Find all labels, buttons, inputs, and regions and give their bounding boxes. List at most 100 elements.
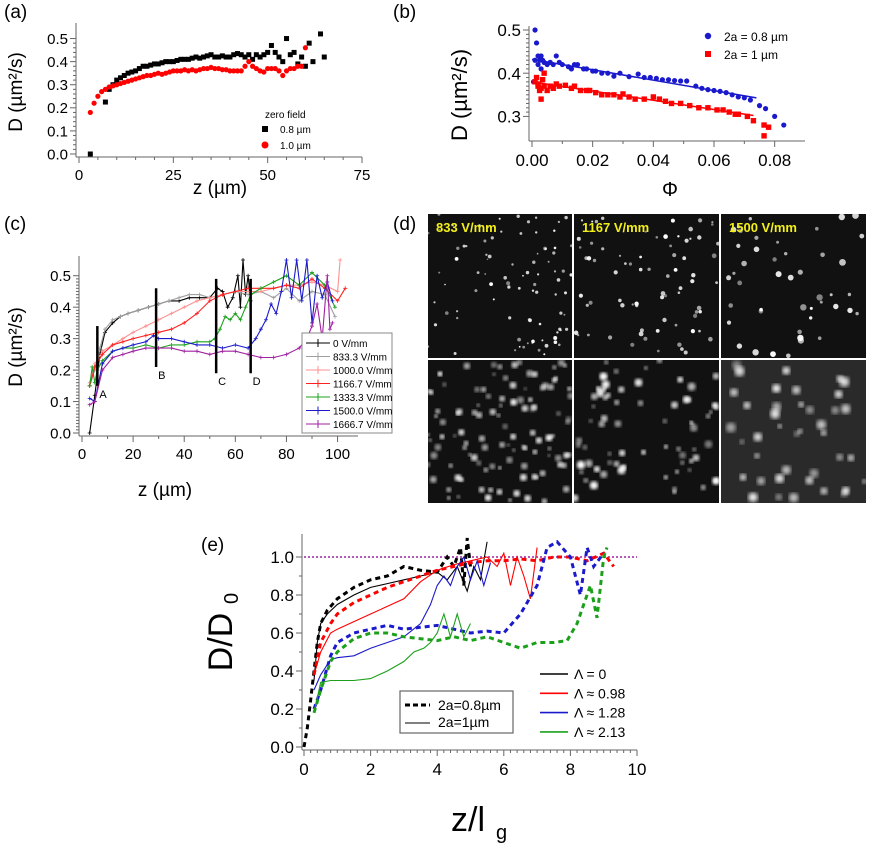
data-point-0.8um xyxy=(280,59,286,65)
particle xyxy=(607,460,613,466)
particle xyxy=(521,444,526,450)
data-point-0.8um xyxy=(735,94,741,100)
particle xyxy=(558,343,561,347)
data-point-0.8um xyxy=(163,59,169,65)
particle xyxy=(805,476,814,485)
particle xyxy=(489,282,493,286)
particle xyxy=(600,470,608,478)
series-marker xyxy=(264,317,268,322)
y-tick-label: 0.2 xyxy=(47,100,68,117)
series-marker xyxy=(320,295,325,300)
y-tick-label: 0.0 xyxy=(47,146,68,163)
particle xyxy=(711,221,714,224)
particle xyxy=(558,327,562,331)
particle xyxy=(553,336,558,340)
series-marker xyxy=(146,305,151,310)
data-point-1um xyxy=(617,94,623,100)
data-point-1um xyxy=(720,107,726,113)
x-tick-label: 100 xyxy=(325,446,350,463)
series-line-solid xyxy=(313,555,492,691)
particle xyxy=(679,451,687,459)
series-marker xyxy=(87,396,92,401)
particle xyxy=(553,340,558,344)
data-point-0.8um xyxy=(118,75,124,81)
particle xyxy=(829,293,833,297)
y-tick-label: 0.4 xyxy=(497,64,521,83)
particle xyxy=(490,236,494,240)
y-tick-label: 0.1 xyxy=(47,123,68,140)
series-marker xyxy=(310,270,314,275)
particle xyxy=(576,236,581,241)
x-axis-label: Φ xyxy=(662,179,678,201)
particle xyxy=(840,404,851,414)
data-point-0.8um xyxy=(550,61,556,68)
series-marker xyxy=(195,311,199,316)
particle xyxy=(839,376,850,387)
series-marker xyxy=(297,346,302,351)
data-point-1.0um xyxy=(99,89,105,95)
particle xyxy=(556,411,561,416)
particle xyxy=(474,289,478,293)
series-marker xyxy=(233,311,238,316)
particle xyxy=(563,313,566,316)
particle xyxy=(797,334,804,342)
x-tick-label: 20 xyxy=(125,446,142,463)
particle xyxy=(514,349,517,352)
particle xyxy=(708,336,713,342)
data-point-0.8um xyxy=(170,59,176,65)
particle xyxy=(529,429,536,436)
legend-label: 1666.7 V/mm xyxy=(333,420,392,431)
particle xyxy=(513,490,520,497)
particle xyxy=(454,474,462,482)
particle xyxy=(743,401,751,409)
particle xyxy=(805,405,814,414)
particle xyxy=(697,235,702,240)
particle xyxy=(428,345,430,348)
particle xyxy=(698,218,703,223)
particle xyxy=(532,449,538,455)
particle xyxy=(569,273,572,277)
particle xyxy=(535,231,538,234)
particle xyxy=(601,247,605,251)
legend-title: zero field xyxy=(265,110,306,121)
series-marker xyxy=(289,295,294,300)
particle xyxy=(462,445,467,450)
data-point-0.8um xyxy=(197,55,203,61)
data-point-1um xyxy=(735,111,741,117)
particle xyxy=(547,453,551,458)
particle xyxy=(570,244,572,248)
series-marker xyxy=(118,314,123,319)
legend-label: Λ ≈ 2.13 xyxy=(574,724,626,740)
particle xyxy=(732,360,742,370)
series-marker xyxy=(143,324,148,329)
series-marker xyxy=(218,327,222,332)
micrograph-1167-bottom xyxy=(574,360,719,503)
series-marker xyxy=(269,302,274,307)
particle xyxy=(782,366,791,375)
particle xyxy=(531,371,538,378)
data-point-0.8um xyxy=(212,54,218,60)
data-point-1.0um xyxy=(299,63,305,69)
data-point-0.8um xyxy=(659,77,666,83)
particle xyxy=(463,362,471,370)
particle xyxy=(508,316,512,320)
panel-label-d: (d) xyxy=(393,214,417,235)
particle xyxy=(535,290,539,294)
particle xyxy=(689,424,698,432)
particle xyxy=(599,372,608,381)
x-tick-label: 25 xyxy=(165,167,182,184)
particle xyxy=(483,239,487,243)
micrograph-1500-top: 1500 V/mm xyxy=(721,214,866,358)
particle xyxy=(847,454,855,461)
data-point-0.8um xyxy=(167,59,173,65)
x-tick-label: 10 xyxy=(628,760,647,779)
data-point-0.8um xyxy=(144,63,150,69)
particle xyxy=(510,433,517,440)
data-point-1um xyxy=(538,85,544,92)
series-marker xyxy=(143,339,148,344)
particle xyxy=(834,390,843,399)
data-point-1.0um xyxy=(261,69,267,75)
particle xyxy=(726,320,732,325)
series-marker xyxy=(294,258,299,262)
series-marker xyxy=(330,298,335,303)
